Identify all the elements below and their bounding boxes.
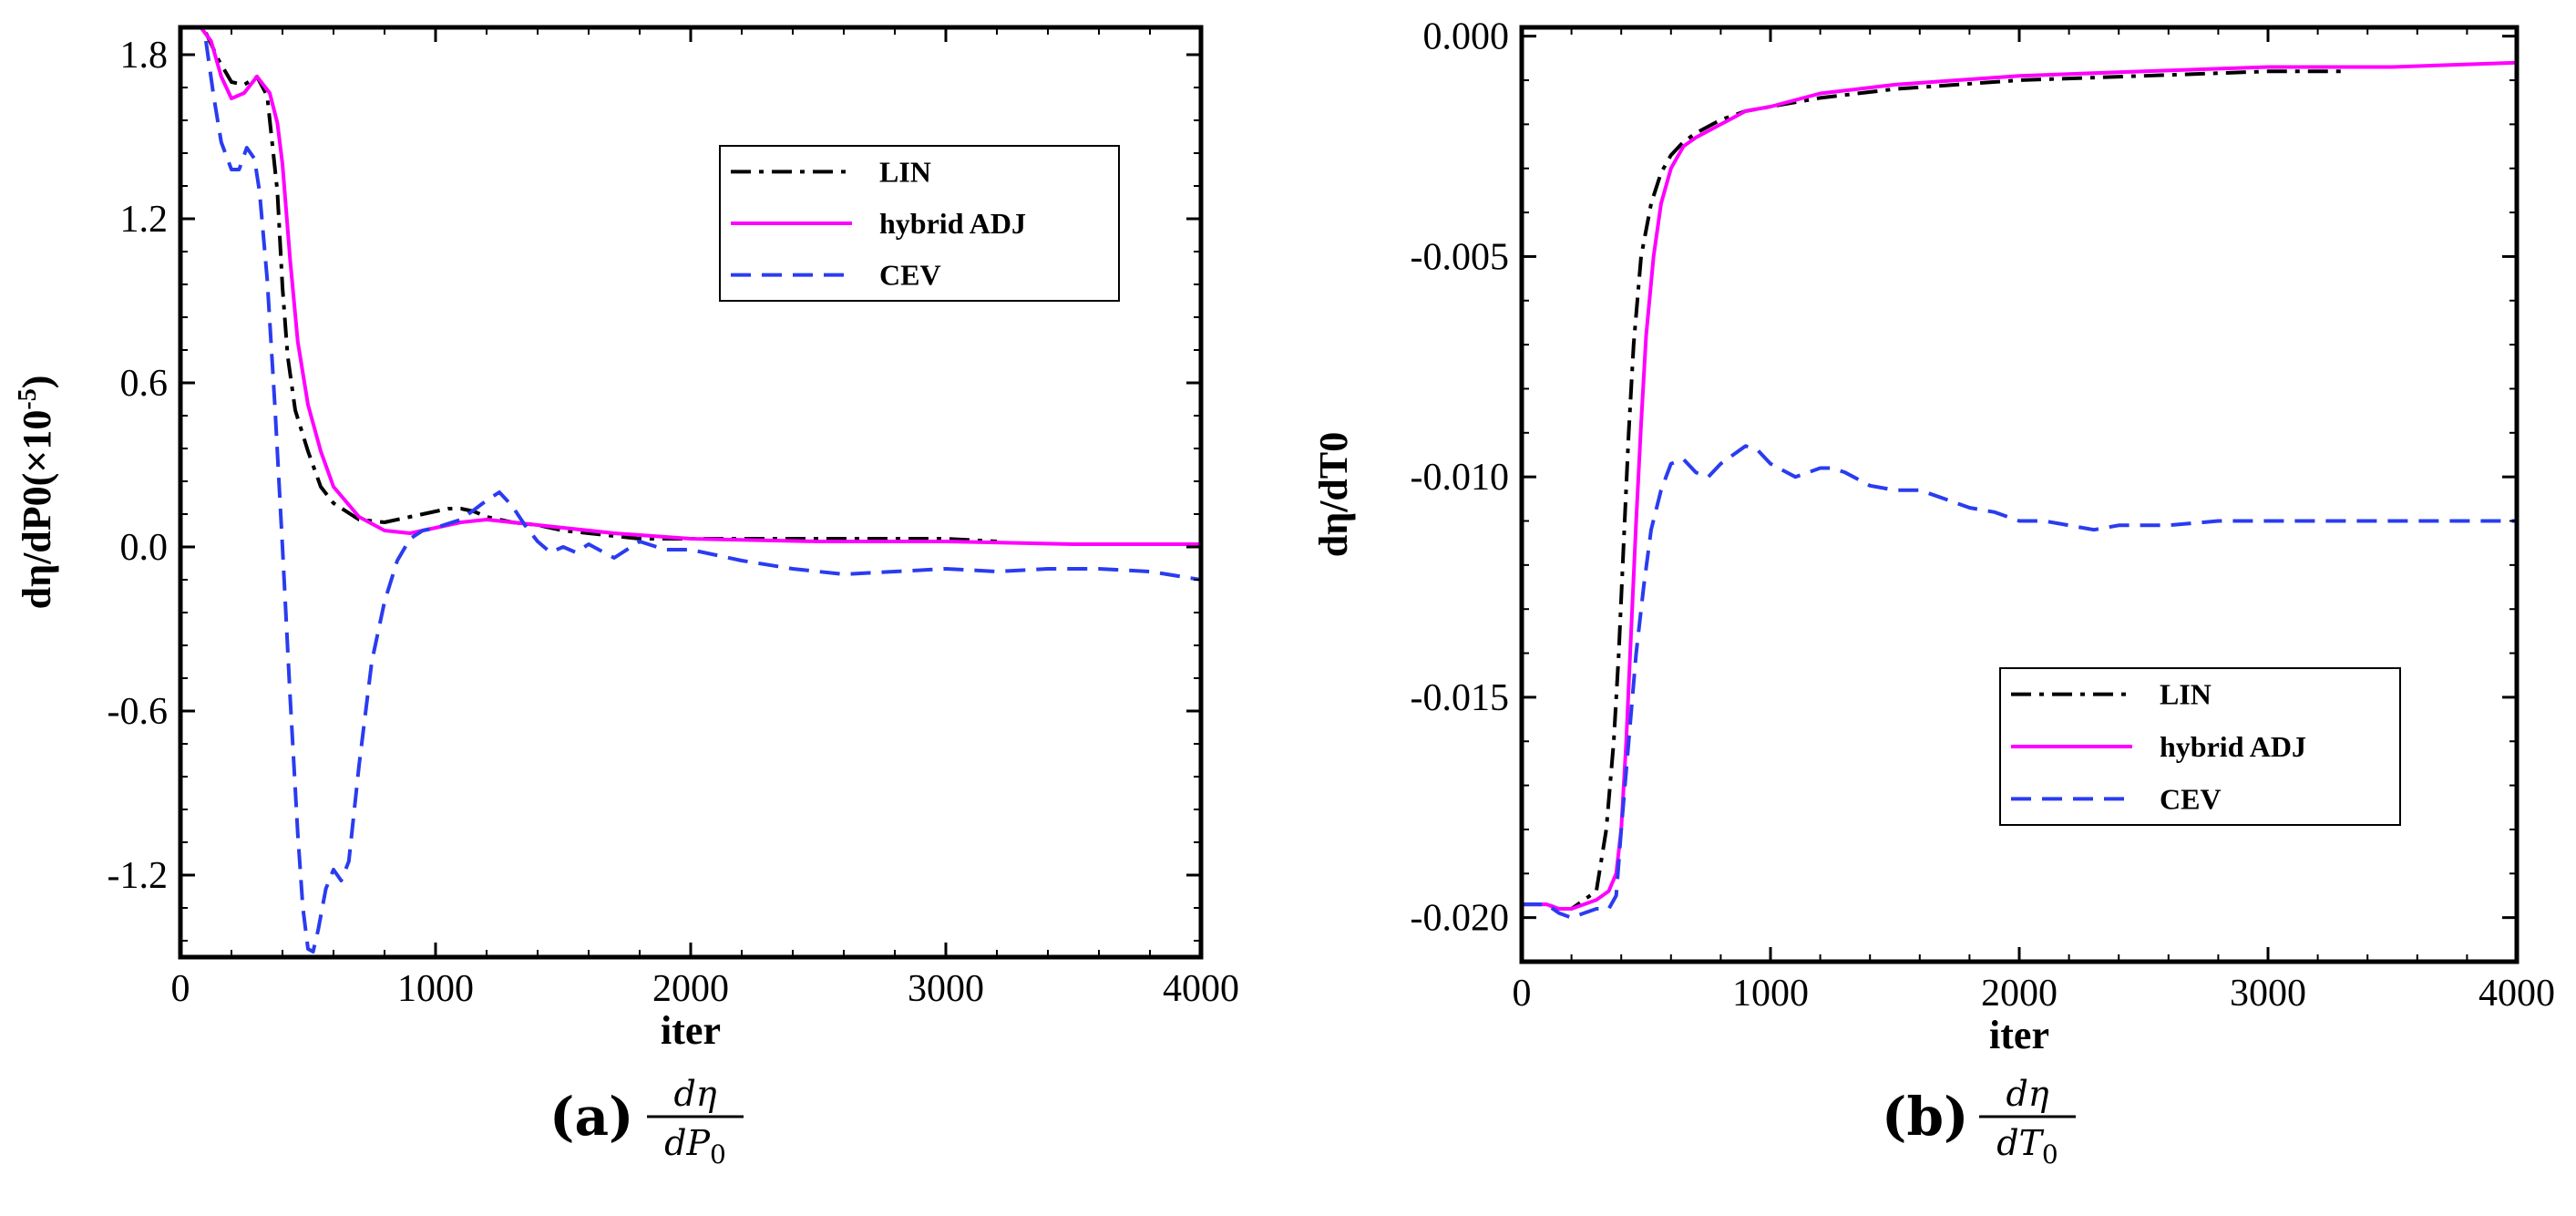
y-axis-label-main: dη/dT0	[1311, 432, 1356, 558]
caption-denominator-main: dT	[1996, 1123, 2044, 1163]
x-tick-label: 0	[1513, 973, 1532, 1015]
panel-b: 0 1000 2000 3000 4000 -0.020 -0.015 -0.010 -0.00…	[1311, 16, 2555, 1170]
legend-label-hybrid-adj: hybrid ADJ	[879, 207, 1026, 240]
series-line-lin	[1522, 69, 2343, 911]
caption-denominator-subscript: 0	[2042, 1139, 2058, 1170]
y-axis-label-close: )	[15, 376, 59, 389]
panel-label: (b)	[1882, 1086, 1968, 1148]
legend-label-cev: CEV	[879, 259, 941, 292]
x-tick-label: 3000	[2230, 973, 2306, 1015]
y-tick-label: -1.2	[108, 855, 169, 897]
panel-a: 0 1000 2000 3000 4000 -1.2 -0.6 0.0 0.6 1.2 1.8 ite…	[14, 25, 1239, 1170]
y-tick-label: -0.015	[1411, 677, 1510, 719]
series-line-cev	[204, 40, 1201, 953]
y-axis-label: dη/dP0(×10-5)	[14, 376, 59, 610]
panel-label: (a)	[549, 1086, 633, 1148]
x-tick-label: 1000	[397, 968, 474, 1010]
x-tick-label: 2000	[1981, 973, 2058, 1015]
series-line-lin	[204, 32, 998, 543]
caption-numerator: dη	[673, 1074, 716, 1114]
y-axis-label: dη/dT0	[1311, 432, 1356, 558]
series-line-cev	[1522, 444, 2517, 920]
caption-denominator-main: dP	[664, 1123, 711, 1163]
legend-label-lin: LIN	[879, 155, 931, 188]
series-group	[1522, 60, 2517, 920]
legend-label-lin: LIN	[2160, 678, 2212, 711]
x-tick-label: 4000	[2479, 973, 2555, 1015]
series-line-hybrid-adj	[1522, 60, 2517, 911]
x-axis-label: iter	[1989, 1013, 2049, 1057]
y-tick-label: 0.0	[120, 527, 169, 569]
x-tick-label: 0	[171, 968, 190, 1010]
x-tick-label: 3000	[908, 968, 984, 1010]
x-axis-label: iter	[661, 1008, 721, 1053]
x-tick-label: 1000	[1732, 973, 1809, 1015]
y-tick-label: 1.8	[120, 35, 169, 77]
y-tick-label: -0.020	[1411, 898, 1510, 940]
y-tick-label: 1.2	[120, 199, 169, 241]
x-tick-label: 4000	[1163, 968, 1239, 1010]
caption-numerator: dη	[2006, 1074, 2048, 1114]
y-axis-label-main: dη/dP0(×10	[15, 410, 59, 610]
caption-denominator-subscript: 0	[710, 1139, 726, 1170]
x-tick-label: 2000	[652, 968, 729, 1010]
y-tick-label: 0.6	[120, 363, 169, 405]
series-group	[199, 27, 1201, 953]
y-tick-label: -0.010	[1411, 457, 1510, 499]
y-axis-label-superscript: -5	[14, 388, 42, 409]
series-line-hybrid-adj	[199, 27, 1201, 546]
legend-label-cev: CEV	[2160, 782, 2222, 815]
y-tick-label: -0.005	[1411, 236, 1510, 278]
y-tick-label: 0.000	[1423, 16, 1510, 58]
y-tick-label: -0.6	[108, 691, 169, 733]
caption-denominator: dP0	[664, 1123, 726, 1170]
caption-denominator: dT0	[1996, 1123, 2058, 1170]
legend-label-hybrid-adj: hybrid ADJ	[2160, 730, 2306, 763]
